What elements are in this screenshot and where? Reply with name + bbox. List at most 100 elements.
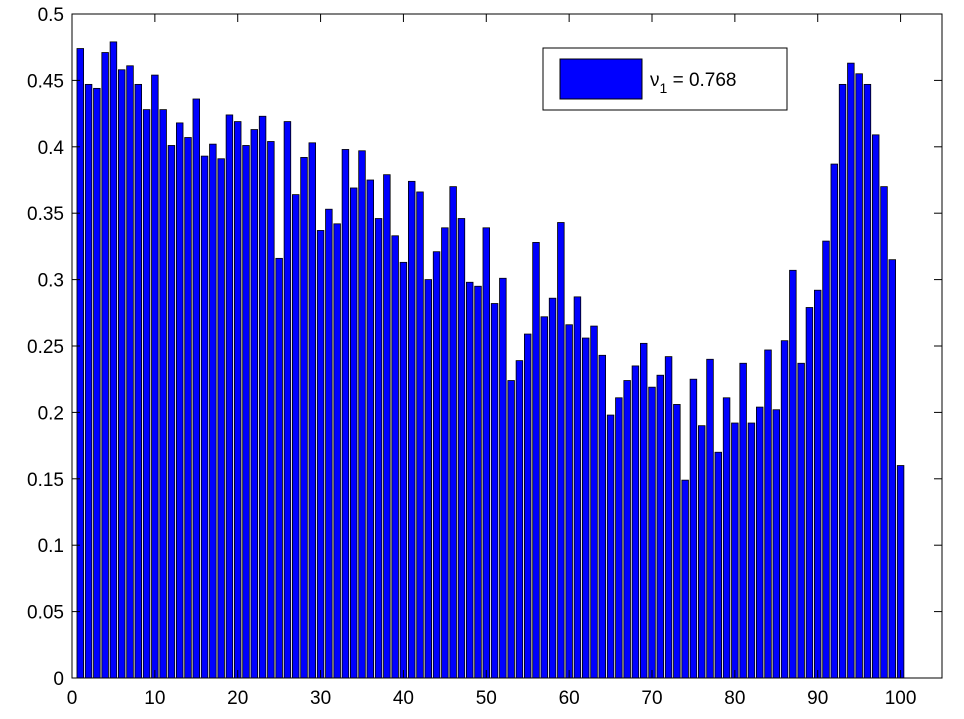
bar-68 <box>631 365 640 679</box>
bar-72 <box>664 356 673 679</box>
bar-83 <box>756 406 764 679</box>
bar-86 <box>780 340 789 679</box>
legend-label: ν1 = 0.768 <box>650 70 737 96</box>
x-tick-label: 90 <box>807 688 828 709</box>
bar-20 <box>233 121 242 679</box>
bar-94 <box>847 62 855 679</box>
bar-41 <box>407 180 416 679</box>
bar-16 <box>200 155 209 679</box>
bar-61 <box>573 296 582 679</box>
bar-24 <box>267 141 275 679</box>
bar-39 <box>391 235 399 679</box>
bar-46 <box>449 186 457 679</box>
bar-9 <box>142 109 151 679</box>
x-tick-label: 30 <box>310 688 331 709</box>
bar-65 <box>606 414 615 679</box>
bar-71 <box>656 374 664 679</box>
bar-63 <box>590 325 598 679</box>
legend-value: = 0.768 <box>667 70 736 91</box>
x-tick-label: 40 <box>393 688 414 709</box>
bar-28 <box>300 157 308 679</box>
bar-98 <box>880 186 888 679</box>
bar-25 <box>275 257 283 679</box>
bar-93 <box>838 83 847 679</box>
bar-23 <box>258 115 267 679</box>
bar-30 <box>316 230 325 679</box>
bar-69 <box>640 342 648 679</box>
bar-18 <box>217 158 225 679</box>
bar-99 <box>888 259 896 679</box>
bar-13 <box>175 122 184 679</box>
x-tick-label: 0 <box>67 688 78 709</box>
y-tick-label: 0.1 <box>38 536 64 557</box>
legend: ν1 = 0.768 <box>542 47 788 111</box>
bar-91 <box>822 240 830 679</box>
bar-49 <box>474 285 482 679</box>
bar-58 <box>548 297 557 679</box>
bar-8 <box>134 83 143 679</box>
bar-5 <box>109 41 118 679</box>
legend-swatch <box>559 58 643 100</box>
bar-77 <box>706 358 714 679</box>
bar-48 <box>465 281 474 679</box>
bar-66 <box>615 397 623 679</box>
bar-10 <box>151 74 159 679</box>
bar-81 <box>739 362 747 679</box>
bar-38 <box>383 174 391 679</box>
bar-50 <box>482 227 491 679</box>
bar-3 <box>93 87 101 679</box>
bar-1 <box>76 48 85 679</box>
legend-subscript: 1 <box>660 80 668 96</box>
bar-88 <box>797 362 805 679</box>
bar-40 <box>399 261 408 679</box>
bar-80 <box>731 422 739 679</box>
x-tick-label: 80 <box>724 688 745 709</box>
bar-32 <box>333 223 341 679</box>
x-tick-label: 100 <box>885 688 917 709</box>
y-tick-label: 0.3 <box>38 271 64 292</box>
y-tick-label: 0.5 <box>38 5 64 26</box>
bar-11 <box>159 109 167 679</box>
legend-symbol: ν <box>650 70 660 91</box>
bar-43 <box>424 279 433 679</box>
bar-45 <box>441 227 449 679</box>
x-tick-label: 50 <box>476 688 497 709</box>
bar-47 <box>457 218 466 679</box>
x-tick-label: 20 <box>227 688 248 709</box>
bar-64 <box>598 354 606 679</box>
x-tick-label: 70 <box>641 688 662 709</box>
y-tick-label: 0.4 <box>38 138 65 159</box>
bar-22 <box>250 129 259 679</box>
x-tick-label: 10 <box>144 688 165 709</box>
bar-26 <box>283 121 292 679</box>
bar-82 <box>747 422 756 679</box>
bar-74 <box>681 479 689 679</box>
bar-36 <box>366 179 375 679</box>
bar-21 <box>242 145 250 679</box>
bar-29 <box>308 142 317 679</box>
bar-70 <box>648 386 656 679</box>
bar-51 <box>490 303 499 679</box>
bar-27 <box>291 194 300 679</box>
bar-100 <box>896 465 905 679</box>
bar-12 <box>167 145 176 679</box>
bar-78 <box>714 451 722 679</box>
bar-52 <box>499 277 507 679</box>
y-tick-label: 0.35 <box>27 204 64 225</box>
y-tick-label: 0.25 <box>27 337 64 358</box>
bar-79 <box>722 397 731 679</box>
bar-62 <box>582 337 590 679</box>
y-tick-label: 0.15 <box>27 470 64 491</box>
bar-17 <box>209 143 217 679</box>
bar-84 <box>764 349 772 679</box>
y-tick-label: 0.45 <box>27 71 64 92</box>
bar-14 <box>184 137 192 679</box>
y-tick-label: 0.05 <box>27 603 64 624</box>
bar-6 <box>118 69 126 679</box>
bar-59 <box>557 222 565 679</box>
bar-90 <box>814 289 822 679</box>
bar-33 <box>341 149 350 679</box>
bar-60 <box>565 324 573 679</box>
bar-2 <box>84 83 93 679</box>
